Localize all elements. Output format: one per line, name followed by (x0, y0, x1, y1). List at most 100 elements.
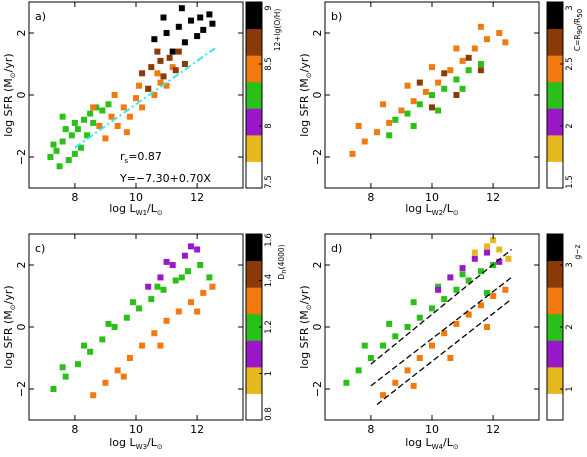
data-point-d-s0-2 (367, 355, 374, 361)
data-point-a-s0-9 (65, 157, 72, 164)
data-point-c-s0-15 (81, 342, 88, 349)
data-point-b-s2-2 (465, 54, 472, 61)
data-point-c-s0-10 (172, 277, 179, 284)
data-point-c-s2-5 (163, 258, 170, 265)
panel-label-a: a) (35, 10, 46, 23)
y-tick-label: 0 (15, 92, 28, 99)
data-point-c-s1-3 (126, 355, 133, 361)
colorbar-band (246, 2, 262, 30)
plot-frame-d (324, 233, 540, 421)
y-tick-label: 0 (311, 324, 324, 331)
data-point-c-s0-4 (99, 336, 106, 343)
data-point-c-s0-9 (160, 286, 167, 293)
colorbar-band (246, 81, 262, 109)
colorbar-tick-label: 3 (565, 262, 575, 267)
data-point-d-s3-3 (505, 255, 512, 262)
x-tick-label: 12 (190, 191, 204, 204)
data-point-c-s2-6 (188, 243, 195, 250)
data-point-a-s3-7 (181, 39, 188, 46)
data-point-b-s2-5 (477, 67, 484, 74)
data-point-d-s1-6 (453, 320, 460, 327)
panel-label-d: d) (331, 242, 342, 255)
data-point-c-s1-9 (200, 289, 207, 296)
data-point-a-s3-9 (160, 14, 167, 21)
data-point-c-s0-11 (184, 268, 191, 275)
data-point-a-s2-8 (181, 61, 188, 67)
colorbar-band (547, 340, 563, 368)
y-axis-label-c: log SFR (M⊙/yr) (2, 285, 17, 368)
x-tick-label: 10 (129, 191, 143, 204)
colorbar-tick-label: 8.5 (264, 57, 274, 71)
data-point-a-s3-11 (200, 26, 207, 33)
data-point-d-s1-12 (447, 355, 454, 361)
data-point-c-s1-13 (194, 308, 201, 315)
y-ticks-a: −2 0 2 (15, 30, 243, 165)
data-point-b-s0-5 (410, 98, 417, 105)
y-tick-label: 0 (15, 324, 28, 331)
data-point-c-s1-1 (102, 379, 109, 386)
data-point-c-s0-3 (87, 348, 94, 355)
data-point-a-s3-8 (194, 33, 201, 40)
data-point-a-s1-16 (169, 64, 176, 71)
data-point-b-s1-7 (410, 123, 417, 129)
colorbar-band (547, 161, 563, 189)
data-point-a-s0-13 (62, 126, 69, 133)
data-point-b-s0-14 (404, 82, 411, 89)
data-point-d-s1-5 (441, 330, 448, 337)
data-point-b-s1-11 (477, 61, 484, 67)
dashed-lines-d (370, 248, 512, 406)
data-point-d-s0-10 (465, 277, 472, 284)
data-point-b-s1-0 (392, 116, 399, 123)
data-point-a-s0-3 (68, 132, 75, 139)
x-tick-label: 12 (486, 423, 500, 436)
data-point-a-s2-4 (175, 48, 182, 55)
panel-c: c) 8 10 12 −2 0 2 log LW3/L⊙ log SFR (M⊙/yr)… (2, 233, 288, 451)
data-point-a-s1-1 (108, 113, 115, 120)
colorbar-band (246, 313, 262, 341)
dashed-line-2 (376, 298, 512, 406)
colorbar-band (246, 287, 262, 315)
correlation-annotation: rs=0.87 (120, 150, 162, 165)
y-tick-label: −2 (15, 149, 28, 165)
colorbar-band (246, 234, 262, 262)
data-point-d-s2-0 (435, 286, 442, 293)
data-point-c-s0-18 (154, 283, 161, 290)
data-point-c-s1-6 (163, 317, 170, 324)
data-point-a-s1-3 (133, 95, 139, 102)
sun-symbol-icon: ⊙ (305, 72, 313, 78)
data-point-a-s1-13 (111, 92, 118, 98)
data-point-c-s1-2 (114, 367, 121, 374)
data-point-a-s0-11 (71, 119, 78, 126)
data-point-a-s3-12 (209, 20, 216, 27)
colorbar-c: 0.8 1 1.2 1.4 1.6 (245, 233, 274, 421)
data-point-a-s1-14 (136, 82, 143, 89)
data-point-c-s0-12 (197, 262, 204, 268)
x-axis-label-c: log LW3/L⊙ (109, 436, 163, 451)
data-point-a-s1-8 (126, 113, 133, 120)
data-point-a-s0-19 (71, 150, 78, 157)
data-point-c-s1-5 (151, 330, 158, 337)
colorbar-label-a: 12+lg(O/H) (273, 9, 282, 52)
data-point-a-s1-5 (157, 79, 164, 86)
data-point-c-s1-12 (157, 342, 164, 349)
sun-symbol-icon: ⊙ (9, 304, 17, 310)
data-point-b-s1-3 (429, 92, 435, 98)
data-point-c-s0-0 (50, 386, 57, 392)
data-point-d-s1-9 (490, 293, 497, 299)
colorbar-band (246, 366, 262, 394)
data-point-d-s0-8 (441, 296, 448, 303)
sun-symbol-icon: ⊙ (9, 72, 17, 78)
data-point-a-s0-18 (59, 113, 66, 120)
colorbar-band (547, 260, 563, 288)
data-point-a-s1-15 (154, 70, 161, 77)
data-point-a-s3-6 (169, 48, 176, 55)
data-point-a-s2-7 (172, 67, 179, 74)
data-point-d-s1-8 (477, 302, 484, 309)
colorbar-label-c: Dn(4000) (277, 244, 288, 279)
data-point-a-s0-17 (105, 101, 112, 108)
colorbar-band (547, 313, 563, 341)
data-point-d-s0-3 (380, 342, 387, 349)
x-axis-label-b: log LW2/L⊙ (405, 202, 459, 217)
scatter-points-d (343, 237, 512, 399)
